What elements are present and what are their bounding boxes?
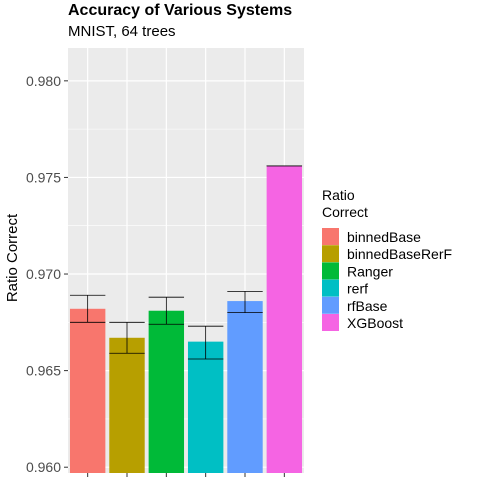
legend-key-Ranger	[322, 262, 339, 279]
legend-key-XGBoost	[322, 314, 339, 331]
legend-key-rerf	[322, 280, 339, 297]
legend-key-rfBase	[322, 297, 339, 314]
y-tick-label: 0.975	[26, 169, 61, 185]
bar-rfBase	[227, 301, 262, 473]
y-tick-label: 0.980	[26, 73, 61, 89]
legend-key-binnedBase	[322, 228, 339, 245]
y-tick-label: 0.960	[26, 459, 61, 475]
x-axis	[88, 473, 285, 477]
legend-title: Ratio	[322, 187, 355, 203]
plot-panel	[68, 48, 304, 473]
y-tick-label: 0.970	[26, 266, 61, 282]
legend-title: Correct	[322, 204, 368, 220]
bar-XGBoost	[267, 166, 302, 473]
bar-binnedBaseRerF	[109, 338, 144, 473]
y-axis: 0.960 0.965 0.970 0.975 0.980	[26, 73, 68, 475]
bar-Ranger	[149, 311, 184, 473]
bar-rerf	[188, 342, 223, 473]
y-tick-label: 0.965	[26, 363, 61, 379]
legend-key-binnedBaseRerF	[322, 245, 339, 262]
legend-label-XGBoost: XGBoost	[347, 315, 403, 331]
legend-label-rfBase: rfBase	[347, 298, 388, 314]
legend-label-binnedBase: binnedBase	[347, 229, 421, 245]
legend-label-binnedBaseRerF: binnedBaseRerF	[347, 246, 452, 262]
bar-binnedBase	[70, 309, 105, 473]
legend-label-Ranger: Ranger	[347, 263, 393, 279]
y-axis-title: Ratio Correct	[4, 213, 21, 302]
legend-label-rerf: rerf	[347, 281, 368, 297]
